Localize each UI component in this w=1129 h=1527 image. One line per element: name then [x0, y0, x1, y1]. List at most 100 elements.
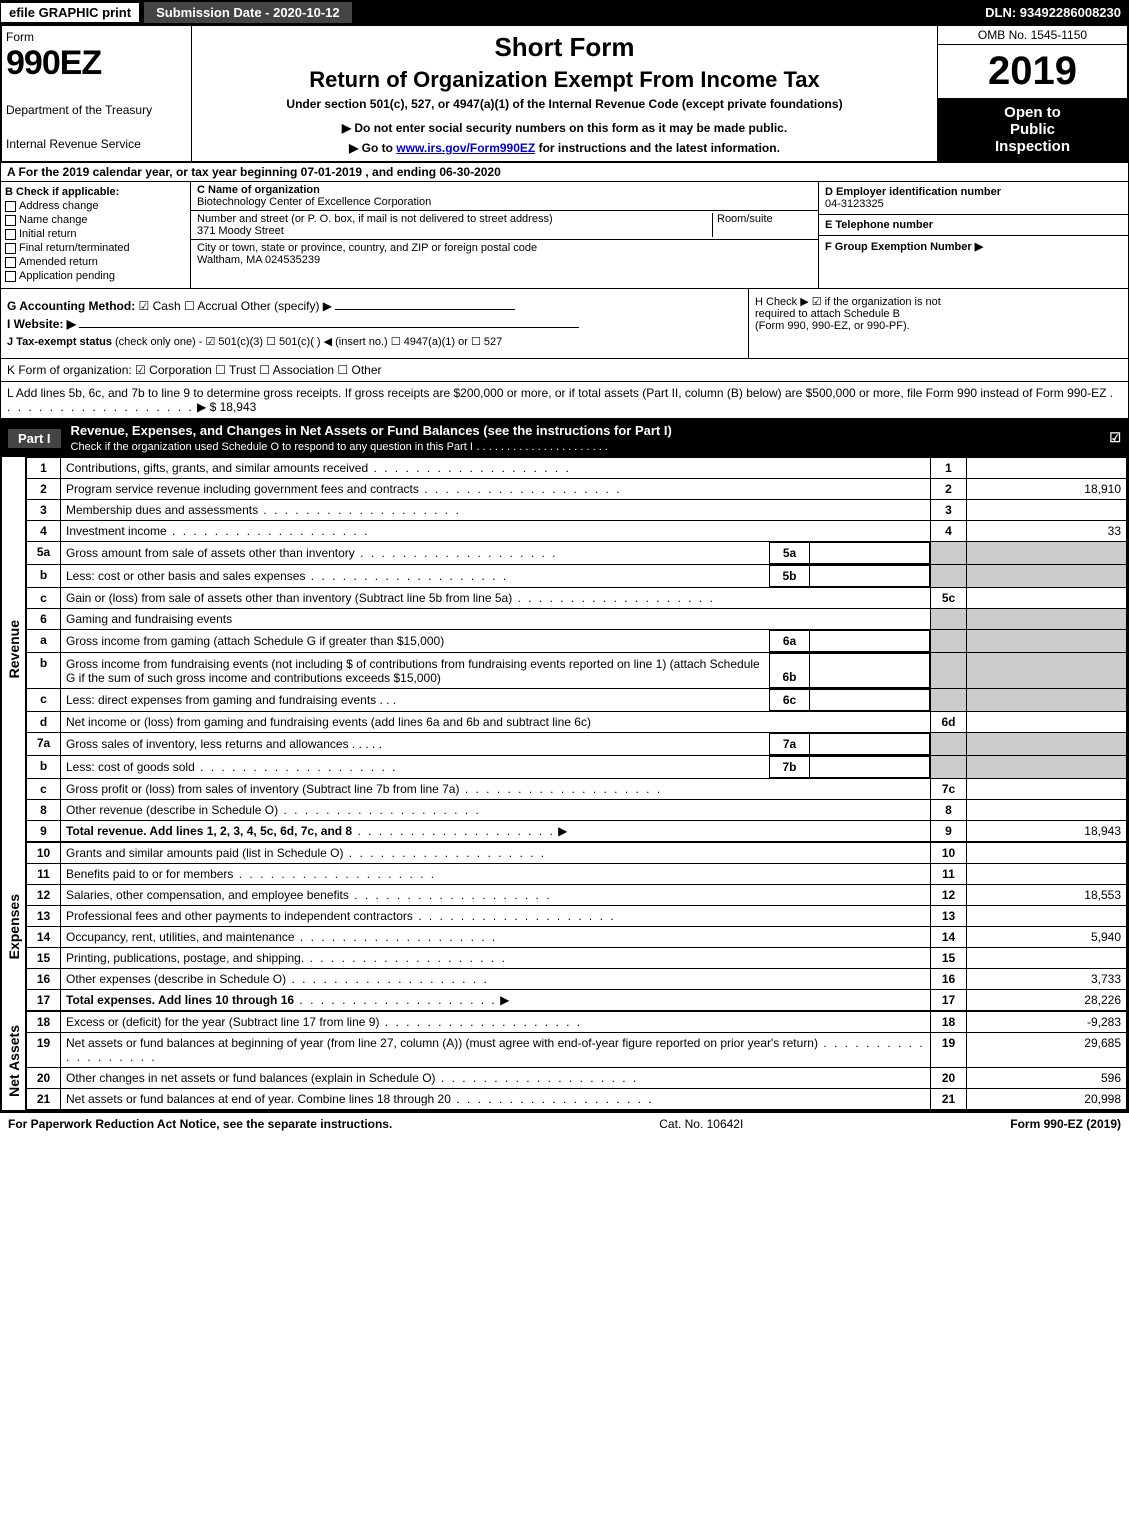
line-5c: cGain or (loss) from sale of assets othe…: [27, 588, 1127, 609]
line-19: 19Net assets or fund balances at beginni…: [27, 1033, 1127, 1068]
city-label: City or town, state or province, country…: [197, 242, 537, 254]
org-address-row: Number and street (or P. O. box, if mail…: [191, 211, 818, 240]
telephone-block: E Telephone number: [819, 215, 1128, 236]
paperwork-notice: For Paperwork Reduction Act Notice, see …: [8, 1117, 392, 1131]
line-7c: cGross profit or (loss) from sales of in…: [27, 779, 1127, 800]
chk-amended-return[interactable]: Amended return: [5, 256, 186, 268]
dept-treasury: Department of the Treasury: [6, 103, 187, 117]
addr-label: Number and street (or P. O. box, if mail…: [197, 213, 553, 225]
h-check-line3: (Form 990, 990-EZ, or 990-PF).: [755, 320, 1122, 332]
open-line1: Open to: [942, 104, 1123, 121]
form-number: 990EZ: [6, 44, 187, 83]
dept-irs: Internal Revenue Service: [6, 137, 187, 151]
revenue-table: 1Contributions, gifts, grants, and simil…: [26, 457, 1127, 842]
expenses-table: 10Grants and similar amounts paid (list …: [26, 842, 1127, 1011]
form-id-block: Form 990EZ Department of the Treasury In…: [2, 26, 192, 161]
ein-block: D Employer identification number 04-3123…: [819, 182, 1128, 215]
ssn-warning: ▶ Do not enter social security numbers o…: [202, 121, 927, 135]
line-7a: 7aGross sales of inventory, less returns…: [27, 733, 1127, 756]
accounting-method-opts: ☑ Cash ☐ Accrual Other (specify) ▶: [139, 299, 332, 313]
open-line3: Inspection: [942, 138, 1123, 155]
net-assets-vlabel: Net Assets: [6, 1025, 22, 1097]
org-city-row: City or town, state or province, country…: [191, 240, 818, 268]
row-l-text: L Add lines 5b, 6c, and 7b to line 9 to …: [7, 386, 1106, 400]
line-6c: cLess: direct expenses from gaming and f…: [27, 689, 1127, 712]
org-name-row: C Name of organization Biotechnology Cen…: [191, 182, 818, 211]
col-b-checkboxes: B Check if applicable: Address change Na…: [1, 182, 191, 288]
return-title: Return of Organization Exempt From Incom…: [202, 67, 927, 93]
row-l-gross-receipts: L Add lines 5b, 6c, and 7b to line 9 to …: [0, 382, 1129, 419]
info-block: B Check if applicable: Address change Na…: [0, 182, 1129, 289]
goto-suffix: for instructions and the latest informat…: [539, 141, 780, 155]
short-form-title: Short Form: [202, 32, 927, 63]
revenue-section: Revenue 1Contributions, gifts, grants, a…: [0, 457, 1129, 842]
website-label: I Website: ▶: [7, 317, 76, 331]
group-exemption-block: F Group Exemption Number ▶: [819, 236, 1128, 257]
col-def: D Employer identification number 04-3123…: [818, 182, 1128, 288]
expenses-vlabel: Expenses: [6, 894, 22, 959]
line-20: 20Other changes in net assets or fund ba…: [27, 1068, 1127, 1089]
year-block: OMB No. 1545-1150 2019 Open to Public In…: [937, 26, 1127, 161]
page-footer: For Paperwork Reduction Act Notice, see …: [0, 1112, 1129, 1135]
accounting-method-label: G Accounting Method:: [7, 299, 135, 313]
row-k-form-org: K Form of organization: ☑ Corporation ☐ …: [0, 359, 1129, 382]
tax-exempt-opts: (check only one) - ☑ 501(c)(3) ☐ 501(c)(…: [115, 336, 502, 348]
h-check-line1: H Check ▶ ☑ if the organization is not: [755, 295, 1122, 308]
ein-value: 04-3123325: [825, 198, 884, 210]
part1-subtitle: Check if the organization used Schedule …: [71, 441, 473, 453]
chk-address-change[interactable]: Address change: [5, 200, 186, 212]
dln-label: DLN: 93492286008230: [985, 5, 1129, 20]
group-exemption-label: F Group Exemption Number ▶: [825, 241, 983, 253]
header-bar: efile GRAPHIC print Submission Date - 20…: [0, 0, 1129, 24]
line-12: 12Salaries, other compensation, and empl…: [27, 885, 1127, 906]
chk-application-pending[interactable]: Application pending: [5, 270, 186, 282]
city-value: Waltham, MA 024535239: [197, 254, 320, 266]
part1-label: Part I: [8, 429, 61, 448]
website-row: I Website: ▶: [7, 317, 742, 331]
line-21: 21Net assets or fund balances at end of …: [27, 1089, 1127, 1110]
goto-prefix: ▶ Go to: [349, 141, 396, 155]
line-6d: dNet income or (loss) from gaming and fu…: [27, 712, 1127, 733]
org-name: Biotechnology Center of Excellence Corpo…: [197, 196, 431, 208]
line-1: 1Contributions, gifts, grants, and simil…: [27, 458, 1127, 479]
irs-link[interactable]: www.irs.gov/Form990EZ: [396, 141, 535, 155]
part1-header: Part I Revenue, Expenses, and Changes in…: [0, 419, 1129, 457]
line-6b: bGross income from fundraising events (n…: [27, 653, 1127, 689]
gh-right: H Check ▶ ☑ if the organization is not r…: [748, 289, 1128, 358]
line-5b: bLess: cost or other basis and sales exp…: [27, 565, 1127, 588]
room-suite-label: Room/suite: [712, 213, 812, 237]
chk-initial-return[interactable]: Initial return: [5, 228, 186, 240]
row-l-amount: ▶ $ 18,943: [197, 400, 256, 414]
form-title-block: Short Form Return of Organization Exempt…: [192, 26, 937, 161]
efile-label: efile GRAPHIC print: [0, 2, 140, 23]
line-8: 8Other revenue (describe in Schedule O)8: [27, 800, 1127, 821]
line-4: 4Investment income433: [27, 521, 1127, 542]
submission-date: Submission Date - 2020-10-12: [144, 2, 352, 23]
chk-final-return[interactable]: Final return/terminated: [5, 242, 186, 254]
col-b-label: B Check if applicable:: [5, 186, 186, 198]
line-13: 13Professional fees and other payments t…: [27, 906, 1127, 927]
tax-exempt-row: J Tax-exempt status (check only one) - ☑…: [7, 335, 742, 348]
chk-name-change[interactable]: Name change: [5, 214, 186, 226]
part1-title: Revenue, Expenses, and Changes in Net As…: [71, 423, 672, 438]
accounting-method-row: G Accounting Method: ☑ Cash ☐ Accrual Ot…: [7, 299, 742, 313]
line-6: 6Gaming and fundraising events: [27, 609, 1127, 630]
line-11: 11Benefits paid to or for members11: [27, 864, 1127, 885]
open-line2: Public: [942, 121, 1123, 138]
line-5a: 5aGross amount from sale of assets other…: [27, 542, 1127, 565]
expenses-section: Expenses 10Grants and similar amounts pa…: [0, 842, 1129, 1011]
line-6a: aGross income from gaming (attach Schedu…: [27, 630, 1127, 653]
open-inspection: Open to Public Inspection: [938, 98, 1127, 161]
tax-exempt-label: J Tax-exempt status: [7, 336, 112, 348]
section-note: Under section 501(c), 527, or 4947(a)(1)…: [202, 97, 927, 111]
ein-label: D Employer identification number: [825, 186, 1001, 198]
line-3: 3Membership dues and assessments3: [27, 500, 1127, 521]
col-c-org-info: C Name of organization Biotechnology Cen…: [191, 182, 818, 288]
line-2: 2Program service revenue including gover…: [27, 479, 1127, 500]
line-15: 15Printing, publications, postage, and s…: [27, 948, 1127, 969]
line-16: 16Other expenses (describe in Schedule O…: [27, 969, 1127, 990]
net-assets-section: Net Assets 18Excess or (deficit) for the…: [0, 1011, 1129, 1112]
row-a-tax-year: A For the 2019 calendar year, or tax yea…: [0, 163, 1129, 182]
form-footer-label: Form 990-EZ (2019): [1010, 1117, 1121, 1131]
part1-checkmark: ☑: [1109, 430, 1121, 446]
